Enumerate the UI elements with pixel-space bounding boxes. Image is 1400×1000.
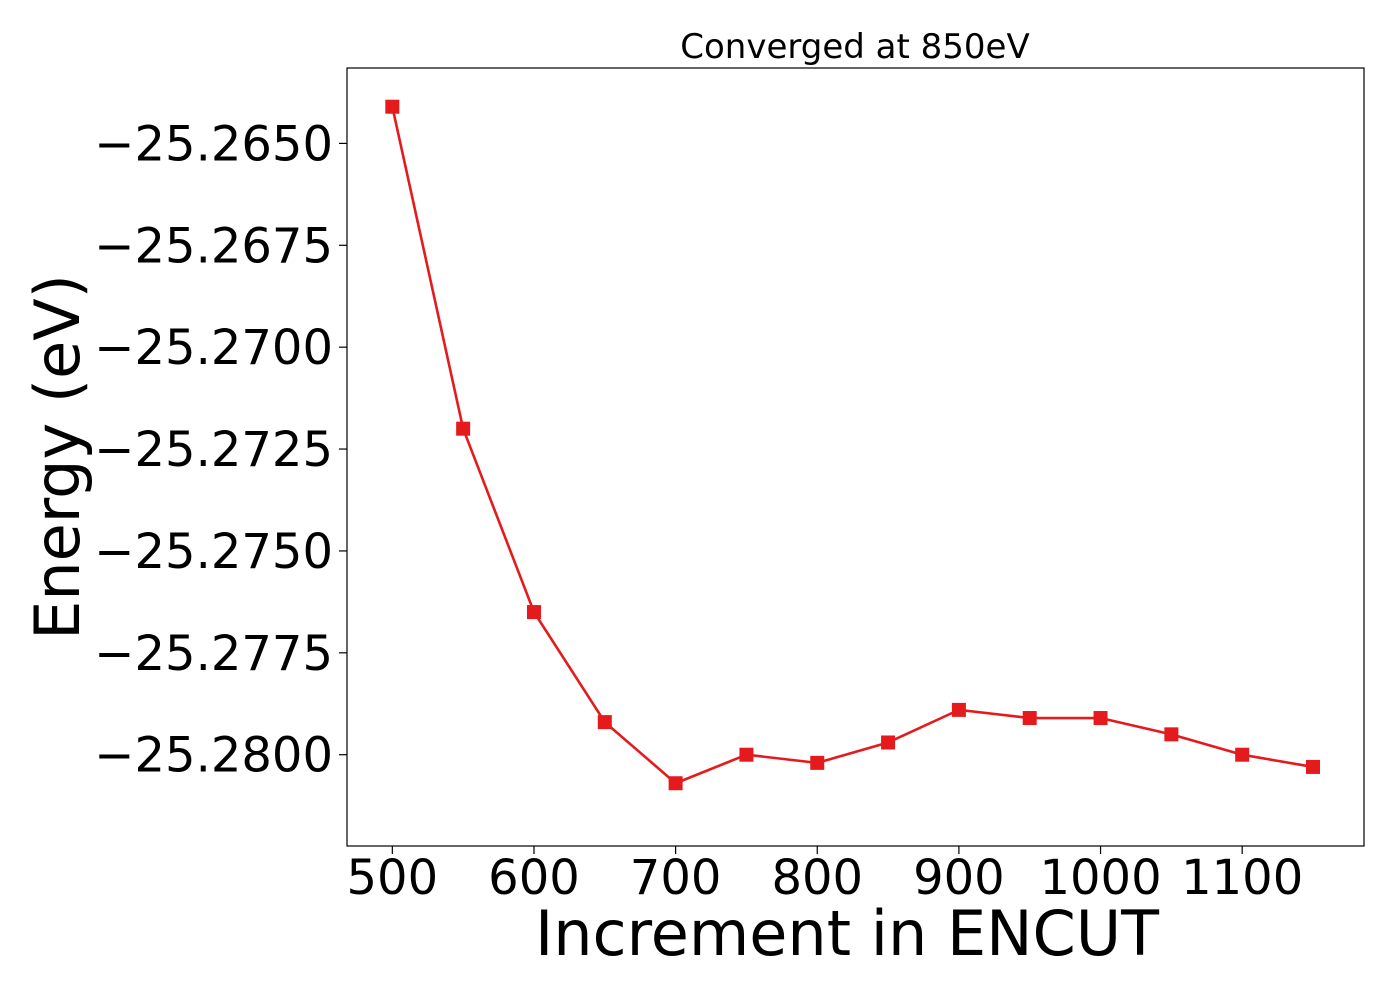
data-point-marker [456,421,471,436]
data-point-marker [597,715,612,730]
y-tick-label: −25.2675 [94,218,333,274]
data-point-marker [881,735,896,750]
x-tick-label: 1000 [1039,850,1161,906]
data-point-marker [1164,727,1179,742]
y-axis-ticks: −25.2650 −25.2675 −25.2700 −25.2725 −25.2750… [94,116,347,784]
data-point-marker [668,776,683,791]
plot-area [346,67,1365,847]
data-point-marker [1306,759,1321,774]
y-axis-label: Energy (eV) [21,274,94,640]
y-tick-label: −25.2650 [94,116,333,172]
data-point-marker [739,747,754,762]
data-point-marker [1093,711,1108,726]
y-tick-label: −25.2750 [94,524,333,580]
x-tick-label: 1100 [1181,850,1303,906]
x-tick-label: 800 [771,850,863,906]
x-axis-label: Increment in ENCUT [535,897,1160,970]
y-tick-label: −25.2800 [94,728,333,784]
data-point-marker [951,702,966,717]
data-point-marker [526,605,541,620]
x-axis-ticks: 500 600 700 800 900 1000 1100 [347,846,1303,906]
data-point-marker [385,99,400,114]
series-line [391,106,1314,785]
y-tick-label: −25.2775 [94,626,333,682]
series-layer [385,99,1321,791]
y-tick-label: −25.2725 [94,422,333,478]
y-tick-label: −25.2700 [94,320,333,376]
x-tick-label: 700 [630,850,722,906]
x-tick-label: 500 [347,850,439,906]
chart-title: Converged at 850eV [680,27,1029,67]
data-point-marker [1235,747,1250,762]
x-tick-label: 900 [913,850,1005,906]
x-tick-label: 600 [488,850,580,906]
data-point-marker [1022,711,1037,726]
data-point-marker [810,755,825,770]
